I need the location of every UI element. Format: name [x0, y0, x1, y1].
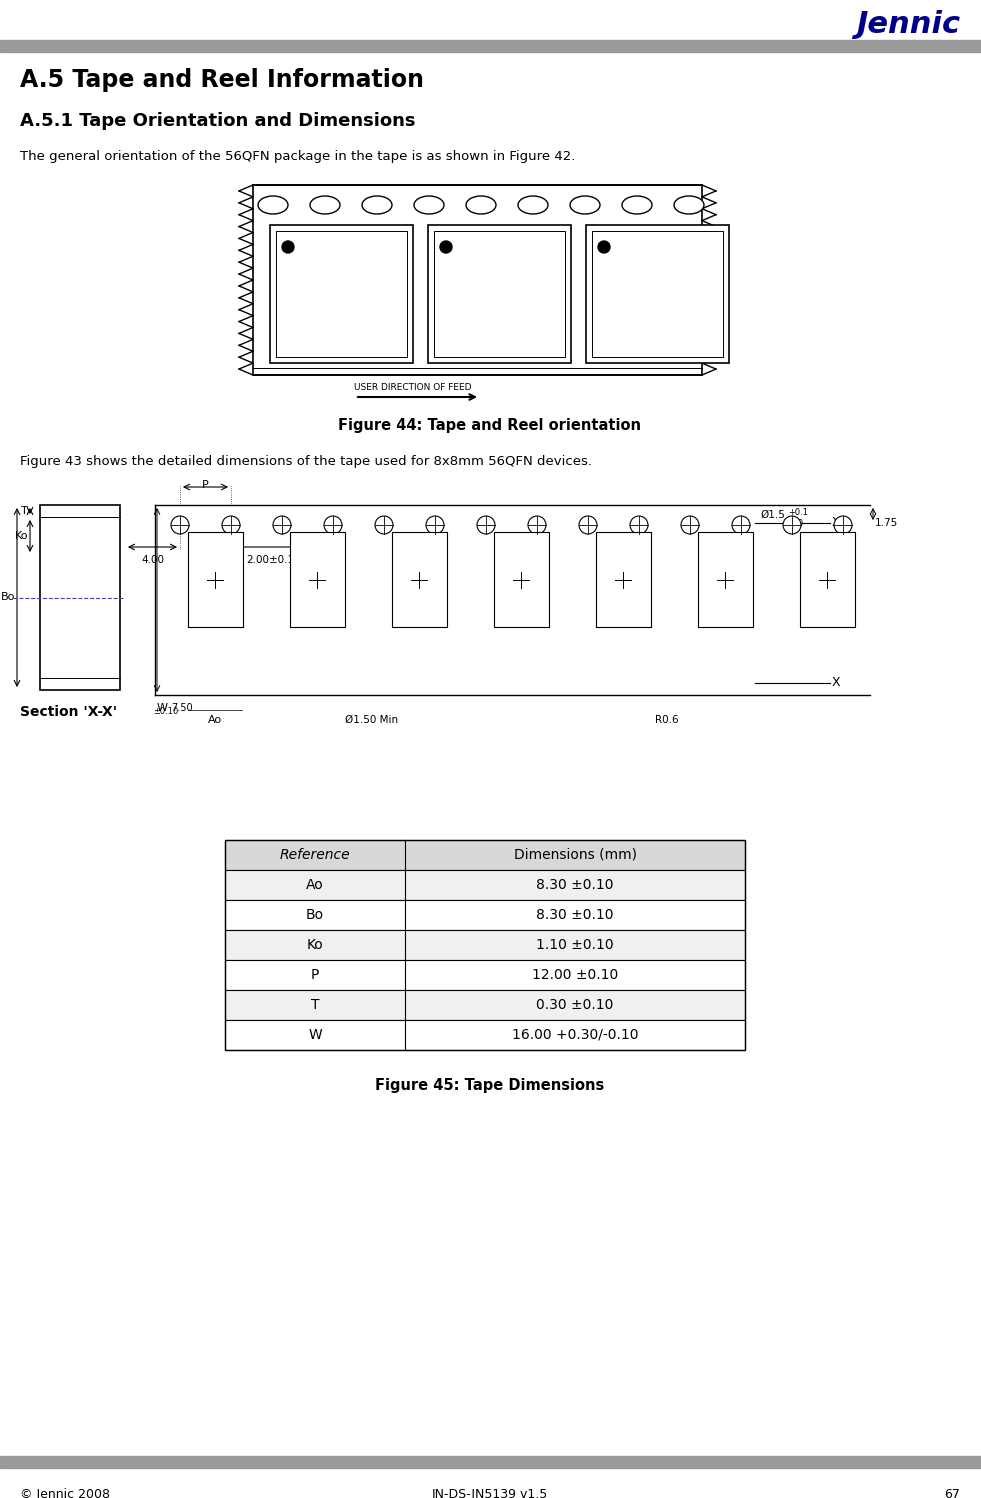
Text: 4.00: 4.00 [141, 554, 164, 565]
Circle shape [732, 515, 750, 533]
Ellipse shape [362, 196, 392, 214]
Circle shape [834, 515, 852, 533]
Text: Ko: Ko [307, 938, 324, 953]
Text: T: T [311, 998, 319, 1013]
Bar [225, 840, 745, 1050]
Text: Ø1.50 Min: Ø1.50 Min [345, 715, 398, 725]
Text: +0.1: +0.1 [788, 508, 808, 517]
Text: USER DIRECTION OF FEED: USER DIRECTION OF FEED [354, 383, 471, 392]
Bar [586, 225, 729, 363]
Bar [225, 900, 745, 930]
Text: © Jennic 2008: © Jennic 2008 [20, 1488, 110, 1498]
Circle shape [375, 515, 393, 533]
Ellipse shape [674, 196, 704, 214]
Text: Figure 43 shows the detailed dimensions of the tape used for 8x8mm 56QFN devices: Figure 43 shows the detailed dimensions … [20, 455, 592, 467]
Text: Dimensions (mm): Dimensions (mm) [513, 848, 637, 861]
Text: Ko: Ko [15, 530, 28, 541]
Text: 67: 67 [944, 1488, 960, 1498]
Bar [225, 990, 745, 1020]
Text: Figure 45: Tape Dimensions: Figure 45: Tape Dimensions [376, 1079, 604, 1094]
Circle shape [440, 241, 452, 253]
Circle shape [528, 515, 546, 533]
Bar [392, 532, 447, 628]
Circle shape [324, 515, 342, 533]
Bar [434, 231, 565, 357]
Bar [428, 225, 571, 363]
Text: 12.00 ±0.10: 12.00 ±0.10 [532, 968, 618, 983]
Text: R0.6: R0.6 [655, 715, 679, 725]
Circle shape [477, 515, 495, 533]
Circle shape [598, 241, 610, 253]
Text: Ao: Ao [306, 878, 324, 891]
Text: -0.0: -0.0 [788, 518, 804, 527]
Bar [270, 225, 413, 363]
Text: Section 'X-X': Section 'X-X' [20, 706, 117, 719]
Text: Reference: Reference [280, 848, 350, 861]
Text: 8.30 ±0.10: 8.30 ±0.10 [537, 908, 614, 921]
Bar [592, 231, 723, 357]
Bar [0, 1456, 981, 1468]
Circle shape [630, 515, 648, 533]
Text: JN-DS-JN5139 v1.5: JN-DS-JN5139 v1.5 [432, 1488, 548, 1498]
Text: ±0.10: ±0.10 [153, 707, 179, 716]
Text: T: T [22, 506, 28, 515]
Bar [0, 40, 981, 52]
Text: Bo: Bo [1, 593, 15, 602]
Ellipse shape [570, 196, 600, 214]
Text: A.5 Tape and Reel Information: A.5 Tape and Reel Information [20, 67, 424, 91]
Bar [225, 930, 745, 960]
Ellipse shape [518, 196, 548, 214]
Text: 7.50: 7.50 [171, 703, 192, 713]
Bar [225, 1020, 745, 1050]
Circle shape [426, 515, 444, 533]
Text: 8.30 ±0.10: 8.30 ±0.10 [537, 878, 614, 891]
Text: X: X [832, 517, 841, 529]
Bar [276, 231, 407, 357]
Ellipse shape [258, 196, 288, 214]
Text: Bo: Bo [306, 908, 324, 921]
Text: 1.75: 1.75 [875, 518, 899, 527]
Bar [253, 184, 702, 374]
Ellipse shape [622, 196, 652, 214]
Text: W: W [157, 703, 168, 713]
Ellipse shape [466, 196, 496, 214]
Text: P: P [202, 479, 209, 490]
Bar [800, 532, 855, 628]
Circle shape [783, 515, 801, 533]
Bar [40, 505, 120, 691]
Text: Jennic: Jennic [855, 10, 960, 39]
Bar [225, 960, 745, 990]
Bar [225, 870, 745, 900]
Text: Figure 44: Tape and Reel orientation: Figure 44: Tape and Reel orientation [338, 418, 642, 433]
Text: A.5.1 Tape Orientation and Dimensions: A.5.1 Tape Orientation and Dimensions [20, 112, 416, 130]
Text: W: W [308, 1028, 322, 1043]
Text: 2.00±0.10: 2.00±0.10 [246, 554, 301, 565]
Ellipse shape [310, 196, 340, 214]
Text: 0.30 ±0.10: 0.30 ±0.10 [537, 998, 614, 1013]
Bar [290, 532, 345, 628]
Ellipse shape [414, 196, 444, 214]
Text: The general orientation of the 56QFN package in the tape is as shown in Figure 4: The general orientation of the 56QFN pac… [20, 150, 576, 163]
Text: 16.00 +0.30/-0.10: 16.00 +0.30/-0.10 [512, 1028, 639, 1043]
Circle shape [222, 515, 240, 533]
Bar [494, 532, 549, 628]
Text: Ao: Ao [208, 715, 222, 725]
Bar [698, 532, 753, 628]
Circle shape [282, 241, 294, 253]
Bar [225, 840, 745, 870]
Text: Ø1.5: Ø1.5 [760, 509, 785, 520]
Circle shape [171, 515, 189, 533]
Circle shape [273, 515, 291, 533]
Bar [596, 532, 651, 628]
Circle shape [579, 515, 597, 533]
Text: X: X [832, 677, 841, 689]
Bar [188, 532, 243, 628]
Text: P: P [311, 968, 319, 983]
Text: 1.10 ±0.10: 1.10 ±0.10 [537, 938, 614, 953]
Circle shape [681, 515, 699, 533]
